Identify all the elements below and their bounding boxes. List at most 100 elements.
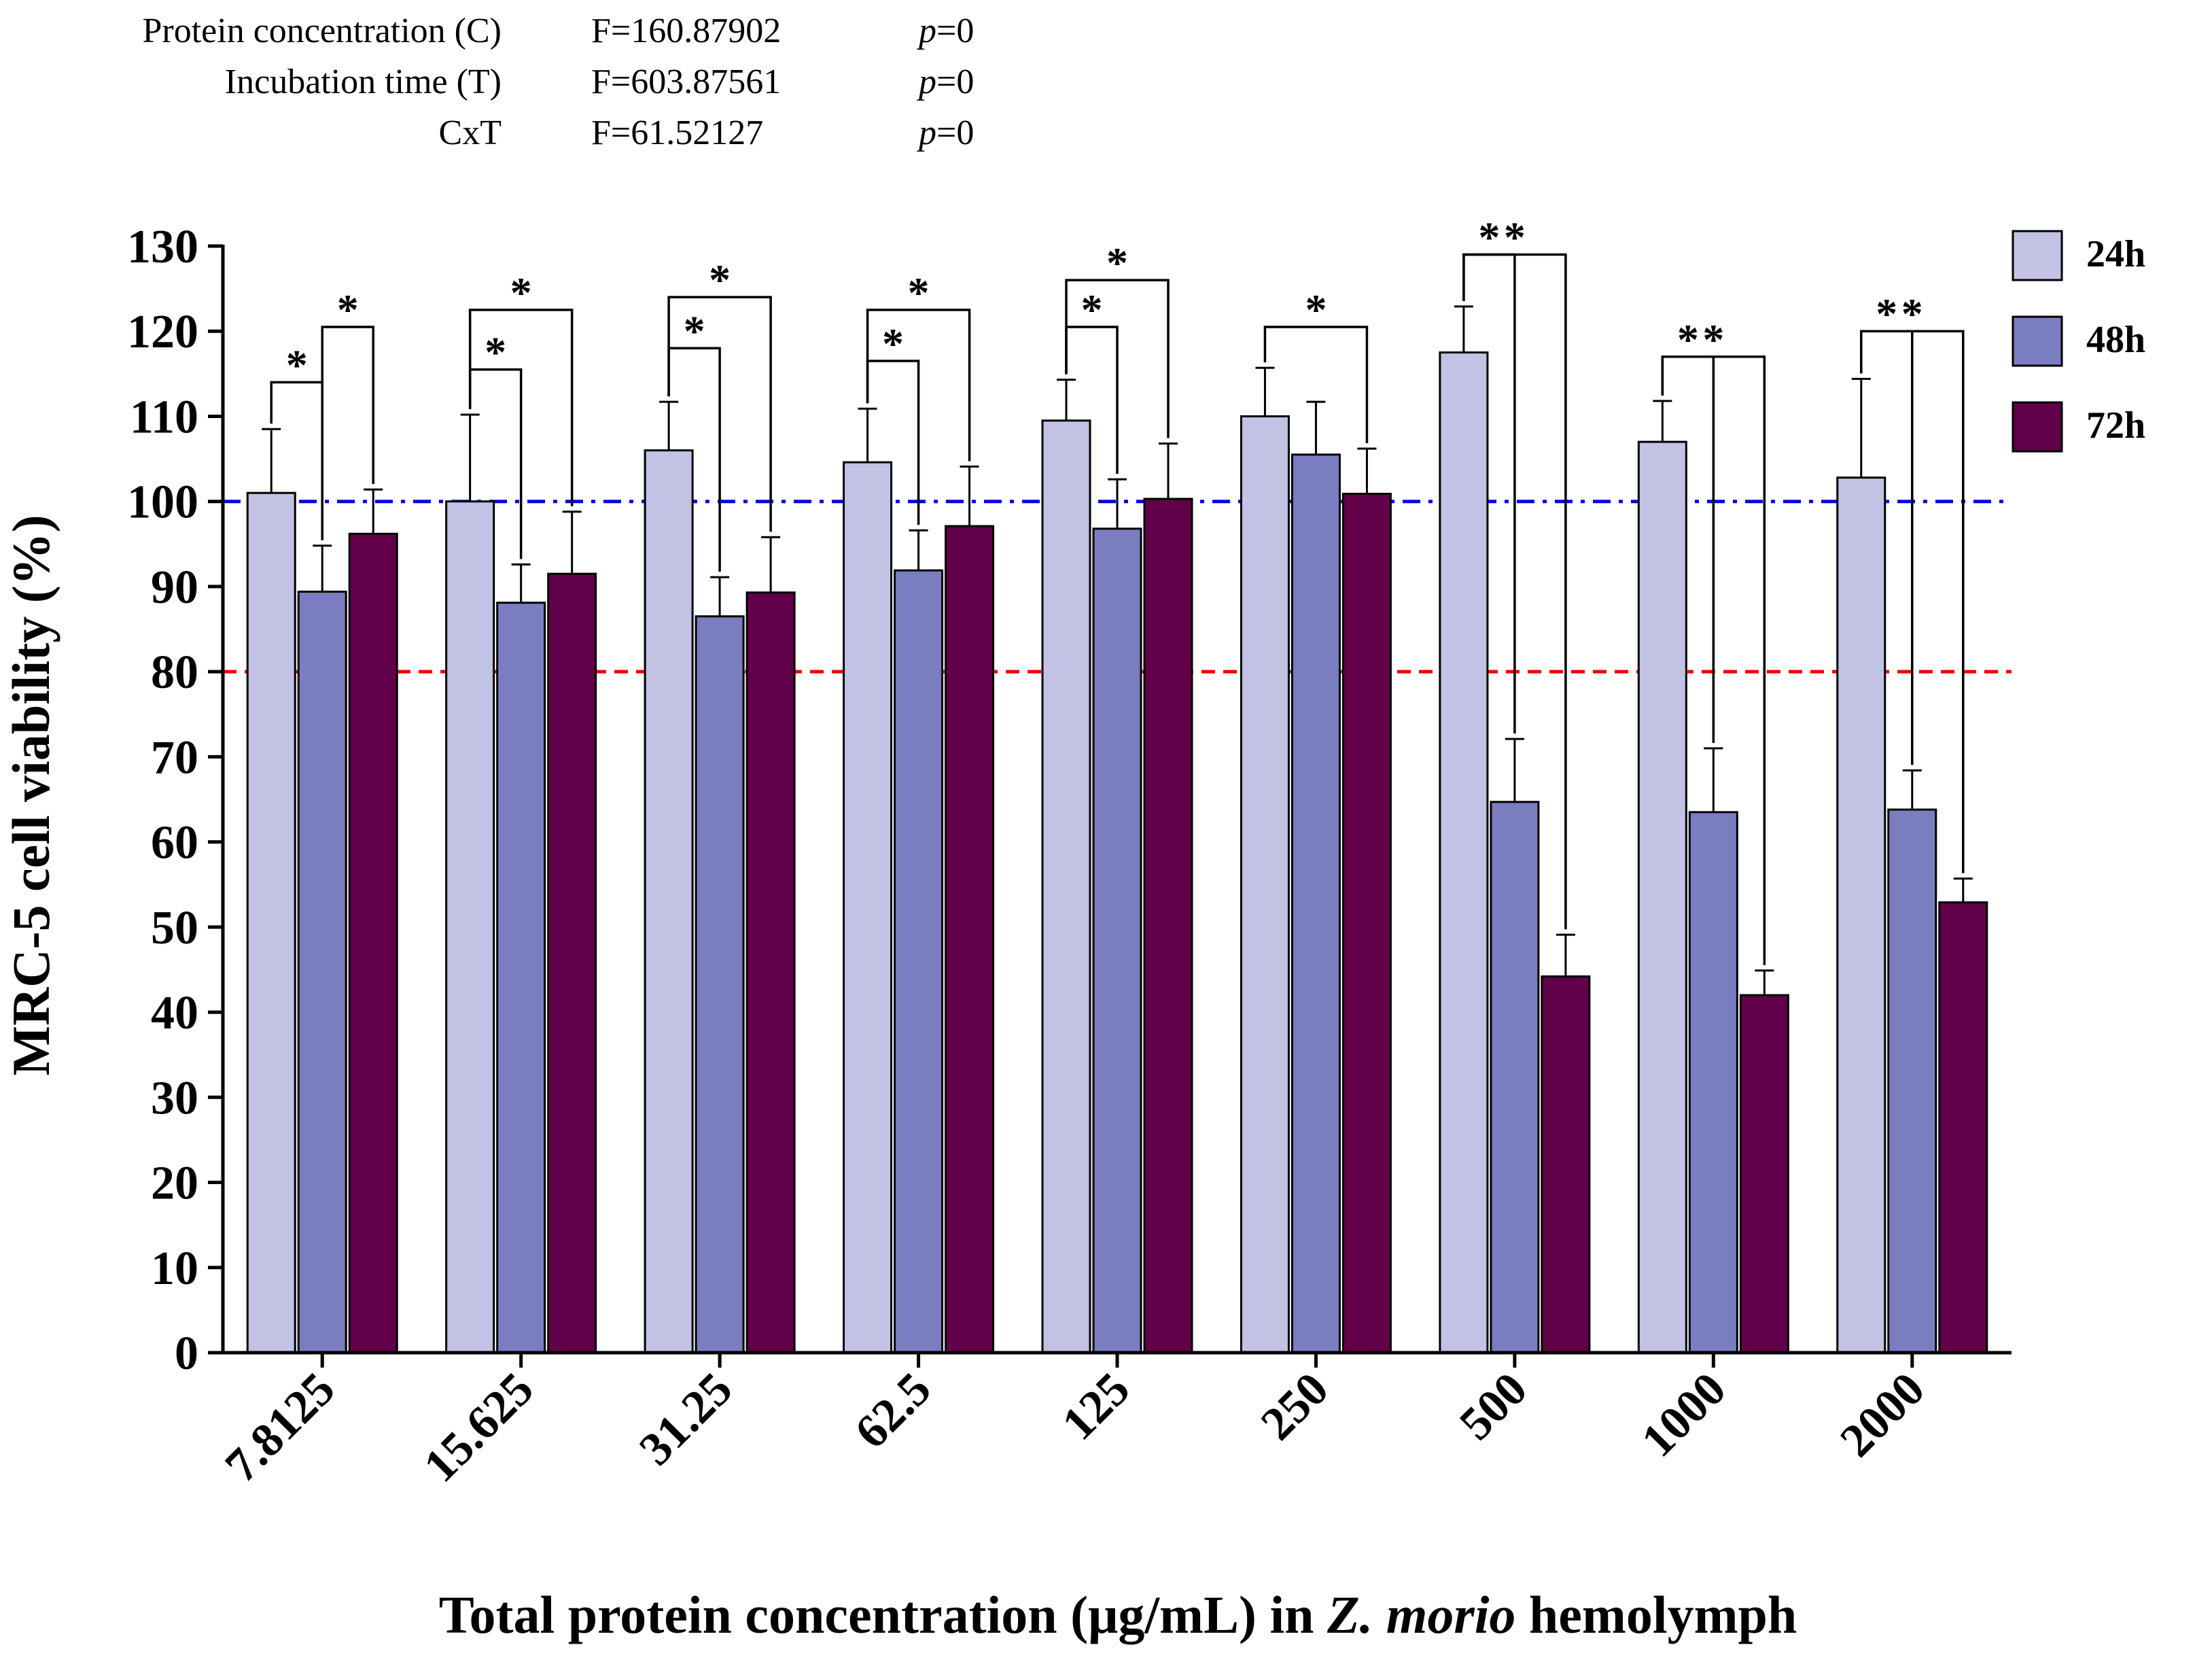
significance-star: * — [286, 341, 308, 389]
stat-p-letter: p — [916, 12, 936, 50]
significance-star: * — [1305, 285, 1327, 334]
legend-swatch-24h — [2012, 230, 2063, 281]
significance-star: * — [510, 268, 532, 317]
y-tick-label: 20 — [151, 1158, 198, 1210]
significance-star: * — [684, 307, 705, 355]
y-tick-label: 0 — [175, 1328, 198, 1380]
significance-bracket — [1661, 356, 1766, 965]
y-tick-label: 10 — [151, 1243, 198, 1295]
stat-label: Incubation time (T) — [225, 63, 502, 101]
bar-72h-2000 — [1938, 901, 1988, 1354]
significance-bracket — [468, 309, 574, 506]
significance-star: * — [1504, 213, 1526, 262]
bar-24h-62.5 — [843, 461, 893, 1354]
significance-star: * — [1478, 213, 1500, 262]
bar-72h-31.25 — [745, 591, 796, 1354]
significance-star: * — [1081, 285, 1103, 334]
bars — [246, 305, 1988, 1354]
bar-24h-500 — [1439, 351, 1489, 1354]
significance-star: * — [337, 285, 359, 334]
bar-24h-125 — [1041, 419, 1091, 1354]
x-axis-title-part-3: hemolymph — [1515, 1585, 1797, 1644]
x-tick-label: 15.625 — [414, 1363, 544, 1493]
significance-star: * — [1876, 290, 1897, 338]
bar-72h-62.5 — [945, 525, 995, 1354]
x-axis-title-species: Z. morio — [1327, 1585, 1515, 1644]
y-tick-label: 110 — [130, 391, 198, 443]
x-axis-title: Total protein concentration (μg/mL) in Z… — [439, 1585, 1797, 1644]
bar-24h-15.625 — [445, 500, 495, 1354]
bar-24h-31.25 — [644, 449, 694, 1354]
legend-label: 48h — [2086, 319, 2145, 361]
x-tick-label: 250 — [1251, 1363, 1339, 1451]
bar-72h-15.625 — [547, 572, 597, 1354]
y-tick-label: 80 — [151, 646, 198, 699]
significance-brackets: ******** **** ** ** * — [270, 213, 1965, 965]
y-tick-label: 40 — [151, 987, 198, 1039]
x-tick-label: 1000 — [1632, 1363, 1736, 1467]
legend-swatch-72h — [2012, 401, 2063, 453]
stat-p-equals: =0 — [936, 63, 974, 101]
legend-label: 24h — [2086, 233, 2145, 275]
y-axis-title: MRC-5 cell viability (%) — [1, 515, 60, 1075]
stat-p-value: p=0 — [916, 114, 974, 152]
y-tick-label: 70 — [151, 731, 198, 784]
x-tick-label: 2000 — [1831, 1363, 1935, 1467]
y-tick-label: 30 — [151, 1072, 198, 1124]
y-tick-label: 60 — [151, 817, 198, 869]
bar-48h-125 — [1092, 527, 1142, 1354]
stat-p-value: p=0 — [916, 63, 974, 101]
bar-48h-500 — [1490, 801, 1540, 1354]
stat-label: Protein concentration (C) — [142, 12, 502, 50]
bar-48h-1000 — [1688, 811, 1738, 1354]
bar-24h-1000 — [1637, 440, 1687, 1354]
y-tick-label: 130 — [127, 221, 198, 273]
bar-72h-1000 — [1739, 994, 1789, 1354]
significance-star: * — [709, 256, 731, 304]
stat-f-value: F=61.52127 — [591, 114, 763, 152]
y-tick-label: 120 — [127, 306, 198, 358]
bar-72h-125 — [1143, 498, 1193, 1354]
significance-bracket — [1462, 253, 1567, 930]
x-tick-label: 500 — [1450, 1363, 1538, 1451]
significance-star: * — [1901, 290, 1923, 338]
legend: 24h 48h 72h — [2012, 230, 2145, 453]
legend-swatch-48h — [2012, 315, 2063, 367]
stat-p-letter: p — [916, 114, 936, 152]
legend-label: 72h — [2086, 404, 2145, 447]
significance-bracket — [1263, 326, 1369, 444]
bar-72h-250 — [1341, 492, 1392, 1354]
bar-24h-7.8125 — [246, 491, 296, 1354]
significance-bracket — [1860, 330, 1965, 873]
bar-72h-7.8125 — [348, 532, 398, 1354]
bar-48h-15.625 — [496, 602, 546, 1354]
significance-star: * — [1106, 239, 1128, 287]
stat-f-value: F=160.87902 — [591, 12, 781, 50]
significance-bracket — [321, 326, 374, 540]
stat-p-value: p=0 — [916, 12, 974, 50]
y-tick-label: 90 — [151, 561, 198, 614]
stat-label: CxT — [439, 114, 502, 152]
x-tick-label: 31.25 — [630, 1363, 743, 1476]
significance-star: * — [908, 268, 930, 317]
stat-p-equals: =0 — [936, 114, 974, 152]
significance-bracket — [1065, 279, 1170, 438]
bar-48h-250 — [1291, 453, 1341, 1354]
anova-stats: Protein concentration (C) F=160.87902 p=0I… — [142, 12, 974, 152]
significance-bracket — [866, 309, 971, 462]
bar-24h-2000 — [1836, 476, 1886, 1354]
x-tick-label: 125 — [1053, 1363, 1140, 1451]
bar-48h-7.8125 — [297, 590, 347, 1354]
bar-24h-250 — [1240, 415, 1290, 1354]
bar-48h-62.5 — [894, 569, 944, 1354]
stat-f-value: F=603.87561 — [591, 63, 781, 101]
significance-star: * — [1702, 315, 1724, 364]
significance-star: * — [882, 319, 904, 368]
bar-72h-500 — [1541, 975, 1591, 1354]
significance-star: * — [485, 328, 506, 377]
x-axis-title-part-1: Total protein concentration (μg/mL) in — [439, 1585, 1327, 1644]
x-tick-label: 7.8125 — [215, 1363, 345, 1493]
significance-bracket — [667, 296, 772, 532]
